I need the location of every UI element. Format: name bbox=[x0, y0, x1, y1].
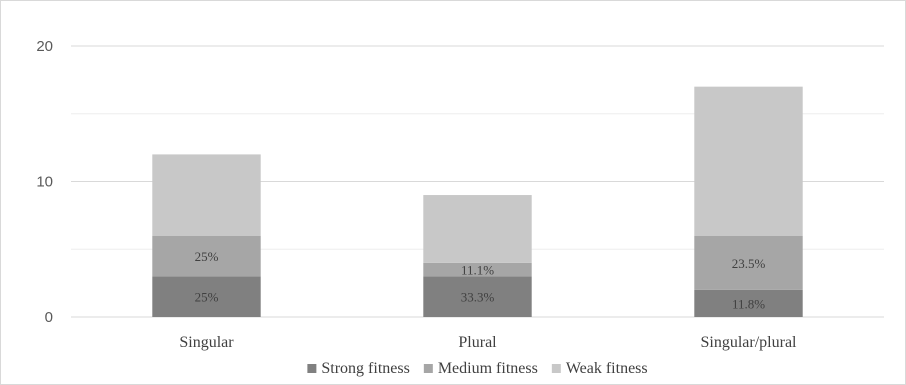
legend-item-medium-fitness: Medium fitness bbox=[423, 360, 538, 377]
legend: Strong fitness Medium fitness Weak fitness bbox=[307, 360, 648, 377]
y-tick-label: 20 bbox=[36, 38, 53, 55]
x-category-label: Singular bbox=[179, 334, 234, 351]
bar-segment-weak-fitness bbox=[152, 154, 261, 236]
bar-segment-medium-fitness bbox=[152, 235, 261, 277]
y-tick-label: 0 bbox=[45, 309, 53, 326]
bar-segment-medium-fitness bbox=[423, 262, 532, 277]
y-axis-ticks: 0 10 20 bbox=[36, 38, 53, 326]
y-tick-label: 10 bbox=[36, 174, 53, 191]
legend-swatch bbox=[423, 364, 433, 373]
bar-segment-weak-fitness bbox=[423, 195, 532, 263]
legend-swatch bbox=[307, 364, 317, 373]
x-category-label: Singular/plural bbox=[701, 334, 798, 351]
legend-label: Strong fitness bbox=[321, 360, 409, 377]
legend-label: Weak fitness bbox=[566, 360, 648, 377]
data-label: 11.1% bbox=[461, 263, 494, 278]
legend-item-weak-fitness: Weak fitness bbox=[551, 360, 648, 377]
bar-segment-strong-fitness bbox=[152, 276, 261, 317]
data-label: 25% bbox=[195, 249, 219, 264]
data-label: 33.3% bbox=[461, 290, 495, 305]
legend-label: Medium fitness bbox=[438, 360, 538, 377]
bar-segment-medium-fitness bbox=[694, 235, 803, 290]
data-label: 11.8% bbox=[732, 296, 765, 311]
data-label: 23.5% bbox=[732, 256, 766, 271]
bar-segment-strong-fitness bbox=[694, 289, 803, 317]
x-category-label: Plural bbox=[458, 334, 497, 351]
bar-segment-weak-fitness bbox=[694, 86, 803, 236]
bars bbox=[152, 86, 803, 317]
legend-swatch bbox=[551, 364, 561, 373]
legend-item-strong-fitness: Strong fitness bbox=[307, 360, 410, 377]
x-axis-categories: Singular Plural Singular/plural bbox=[179, 334, 797, 351]
data-labels: 25% 25% 33.3% 11.1% 11.8% 23.5% bbox=[195, 249, 766, 311]
data-label: 25% bbox=[195, 290, 219, 305]
bar-segment-strong-fitness bbox=[423, 276, 532, 317]
